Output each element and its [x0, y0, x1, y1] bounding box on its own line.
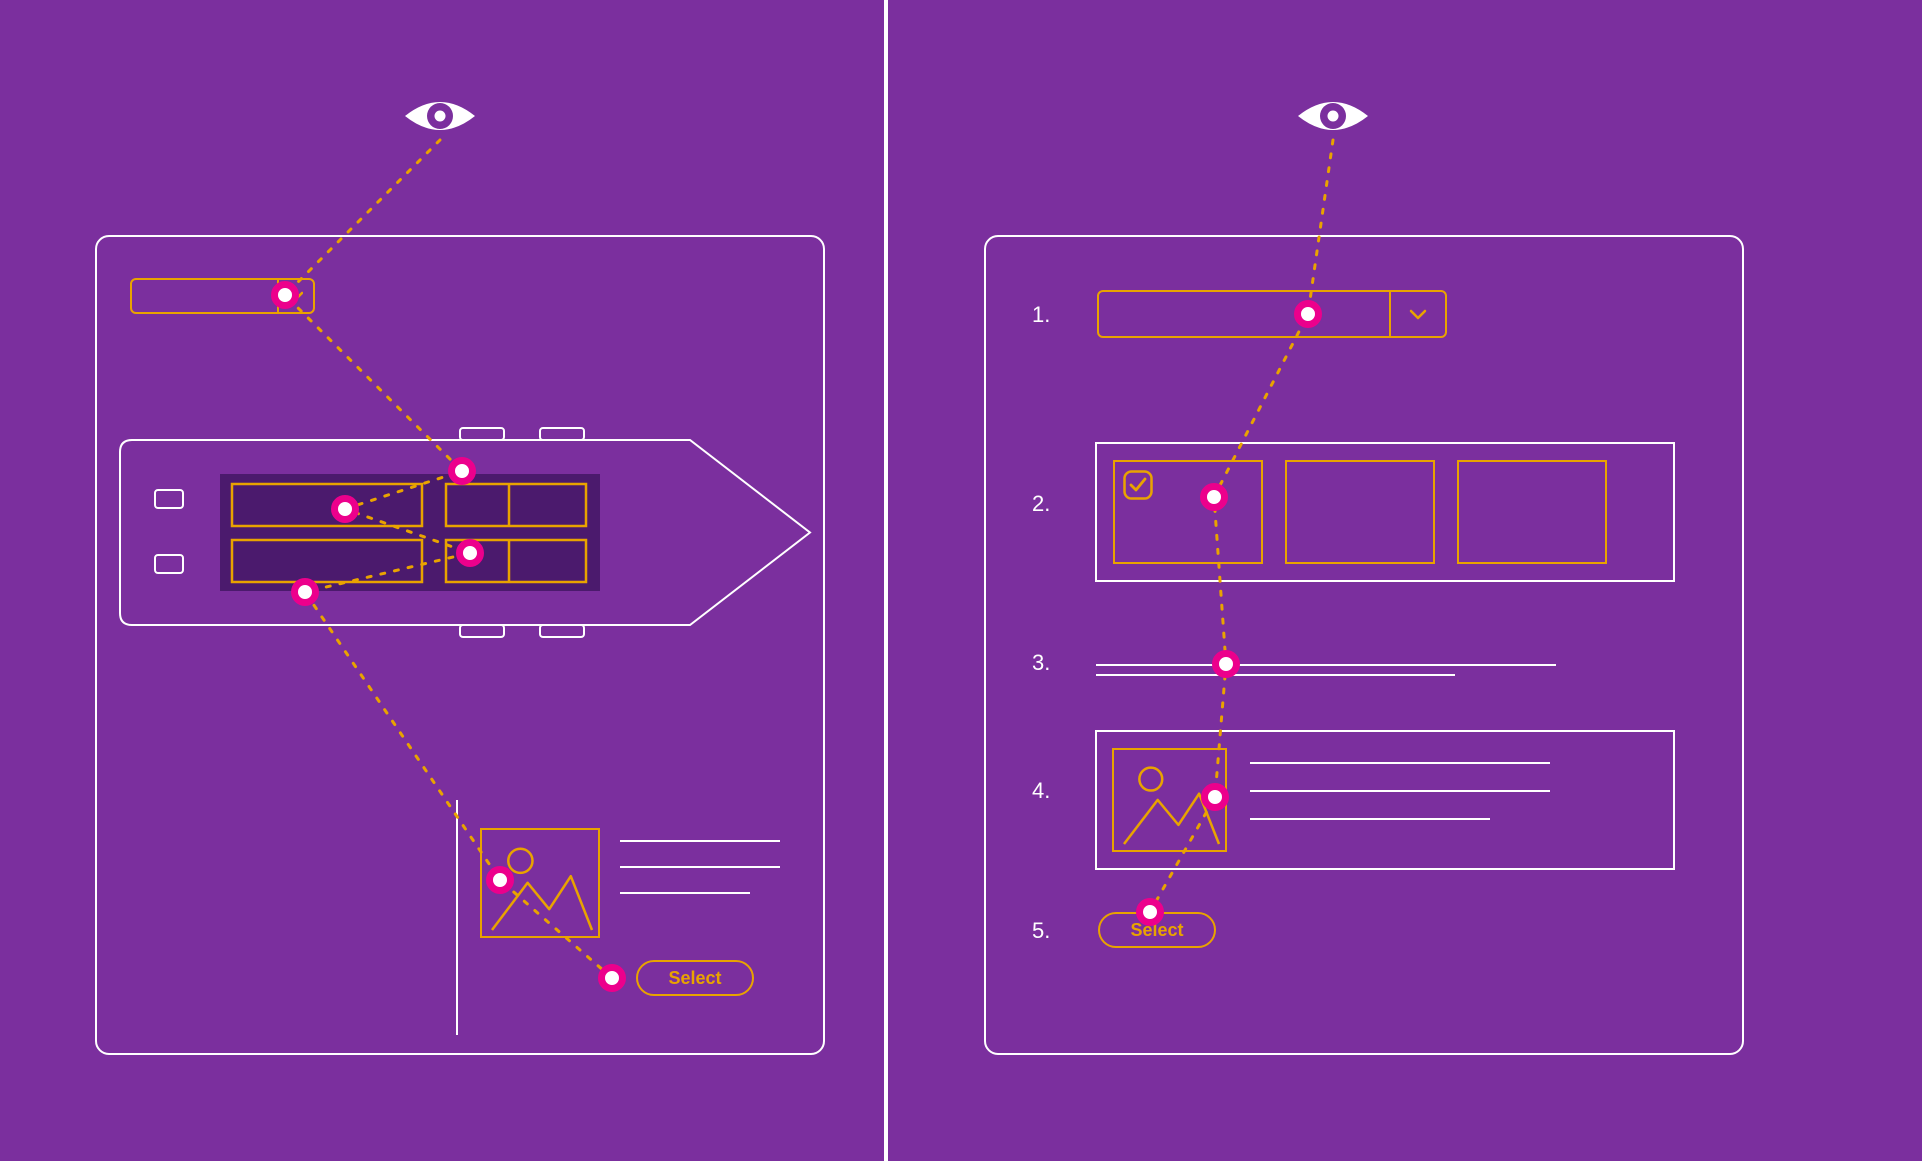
fixation-point — [291, 578, 319, 606]
fixation-point — [1136, 898, 1164, 926]
text-line — [620, 892, 750, 894]
right-eye-icon — [1294, 92, 1372, 145]
select-button-label: Select — [668, 968, 721, 989]
fixation-point — [1200, 483, 1228, 511]
fixation-point — [1294, 300, 1322, 328]
fixation-point — [1212, 650, 1240, 678]
step-number: 1. — [1032, 302, 1050, 328]
text-line — [620, 866, 780, 868]
option-card[interactable] — [1457, 460, 1607, 564]
fixation-point — [331, 495, 359, 523]
slider-track-secondary — [1096, 674, 1455, 676]
step-number: 2. — [1032, 491, 1050, 517]
fixation-point — [486, 866, 514, 894]
select-button[interactable]: Select — [636, 960, 754, 996]
text-line — [1250, 818, 1490, 820]
fixation-point — [448, 457, 476, 485]
chevron-down-icon — [1389, 292, 1445, 336]
fixation-point — [456, 539, 484, 567]
text-line — [1250, 762, 1550, 764]
text-line — [620, 840, 780, 842]
step-number: 3. — [1032, 650, 1050, 676]
option-card[interactable] — [1285, 460, 1435, 564]
slider-track[interactable] — [1096, 664, 1556, 666]
text-line — [1250, 790, 1550, 792]
ship-diagram — [100, 420, 830, 645]
fixation-point — [271, 281, 299, 309]
right-dropdown[interactable] — [1097, 290, 1447, 338]
step-number: 5. — [1032, 918, 1050, 944]
vertical-divider — [884, 0, 888, 1161]
fixation-point — [1201, 783, 1229, 811]
left-eye-icon — [401, 92, 479, 145]
check-icon — [1123, 470, 1153, 505]
step-number: 4. — [1032, 778, 1050, 804]
fixation-point — [598, 964, 626, 992]
